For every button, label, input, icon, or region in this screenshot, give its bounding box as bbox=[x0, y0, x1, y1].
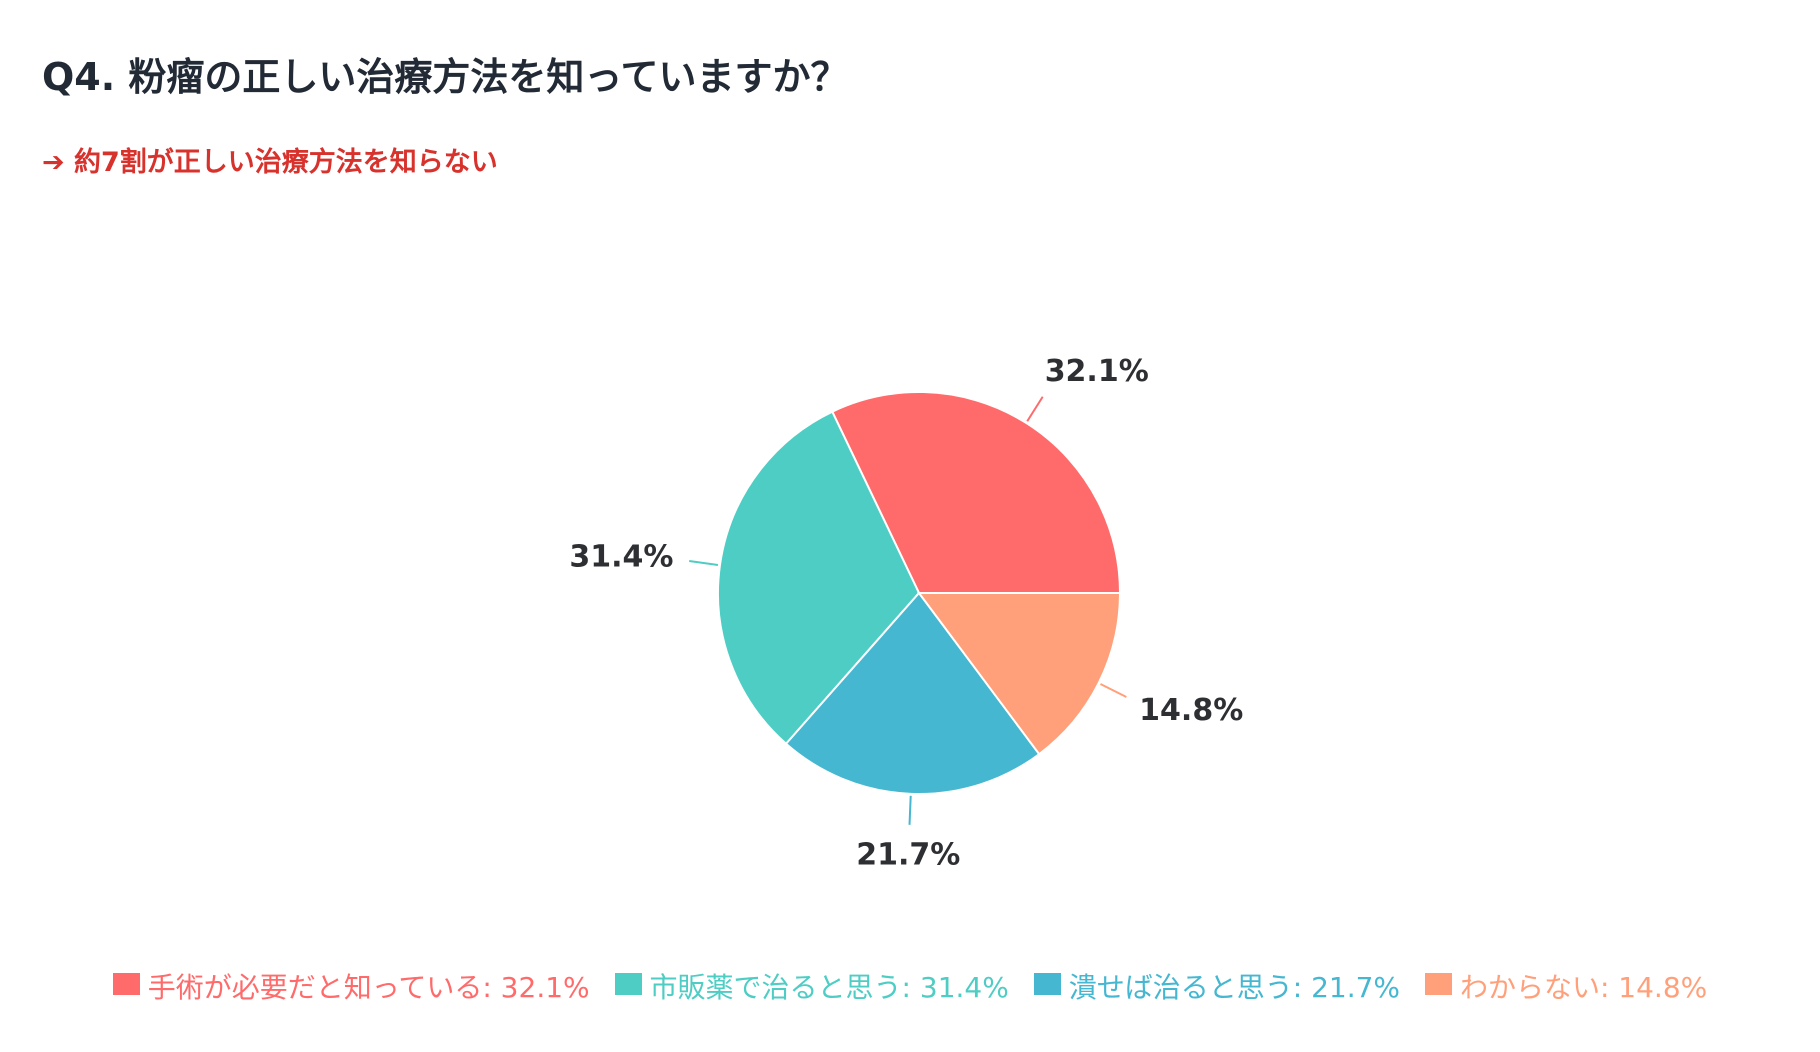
legend-label: 潰せば治ると思う: 21.7% bbox=[1068, 971, 1401, 1004]
legend-swatch bbox=[1033, 973, 1061, 995]
pie-labels: 32.1% 31.4% 21.7% 14.8% bbox=[569, 354, 1243, 872]
pie-slice-label: 32.1% bbox=[1045, 354, 1149, 389]
legend-item[interactable]: 手術が必要だと知っている: 32.1% bbox=[112, 966, 590, 1006]
pie-slice[interactable] bbox=[784, 591, 1041, 795]
legend-swatch bbox=[614, 973, 642, 995]
pie-leader-lines bbox=[689, 396, 1127, 825]
legend-label: わからない: 14.8% bbox=[1459, 971, 1708, 1004]
pie-slice-label: 21.7% bbox=[856, 837, 960, 872]
legend-swatch bbox=[112, 973, 140, 995]
pie-slice-label: 31.4% bbox=[569, 539, 673, 574]
legend-label: 手術が必要だと知っている: 32.1% bbox=[147, 971, 590, 1004]
legend-swatch bbox=[1424, 973, 1452, 995]
legend-item[interactable]: 市販薬で治ると思う: 31.4% bbox=[614, 966, 1009, 1006]
pie-slice[interactable] bbox=[917, 592, 1122, 756]
chart-legend: 手術が必要だと知っている: 32.1% 市販薬で治ると思う: 31.4% 潰せば… bbox=[0, 966, 1820, 1006]
chart-subtitle: ➔ 約7割が正しい治療方法を知らない bbox=[42, 147, 498, 178]
pie-slice[interactable] bbox=[717, 410, 921, 746]
legend-label: 市販薬で治ると思う: 31.4% bbox=[649, 971, 1009, 1004]
pie-slices bbox=[717, 391, 1122, 795]
legend-item[interactable]: わからない: 14.8% bbox=[1424, 966, 1708, 1006]
pie-leader-line bbox=[689, 560, 719, 567]
pie-slice[interactable] bbox=[830, 391, 1122, 594]
pie-leader-line bbox=[1100, 683, 1127, 698]
pie-leader-line bbox=[1026, 396, 1044, 422]
chart-title: Q4. 粉瘤の正しい治療方法を知っていますか？ bbox=[42, 55, 849, 99]
pie-slice-label: 14.8% bbox=[1139, 693, 1243, 728]
pie-leader-line bbox=[908, 795, 912, 825]
legend-item[interactable]: 潰せば治ると思う: 21.7% bbox=[1033, 966, 1401, 1006]
